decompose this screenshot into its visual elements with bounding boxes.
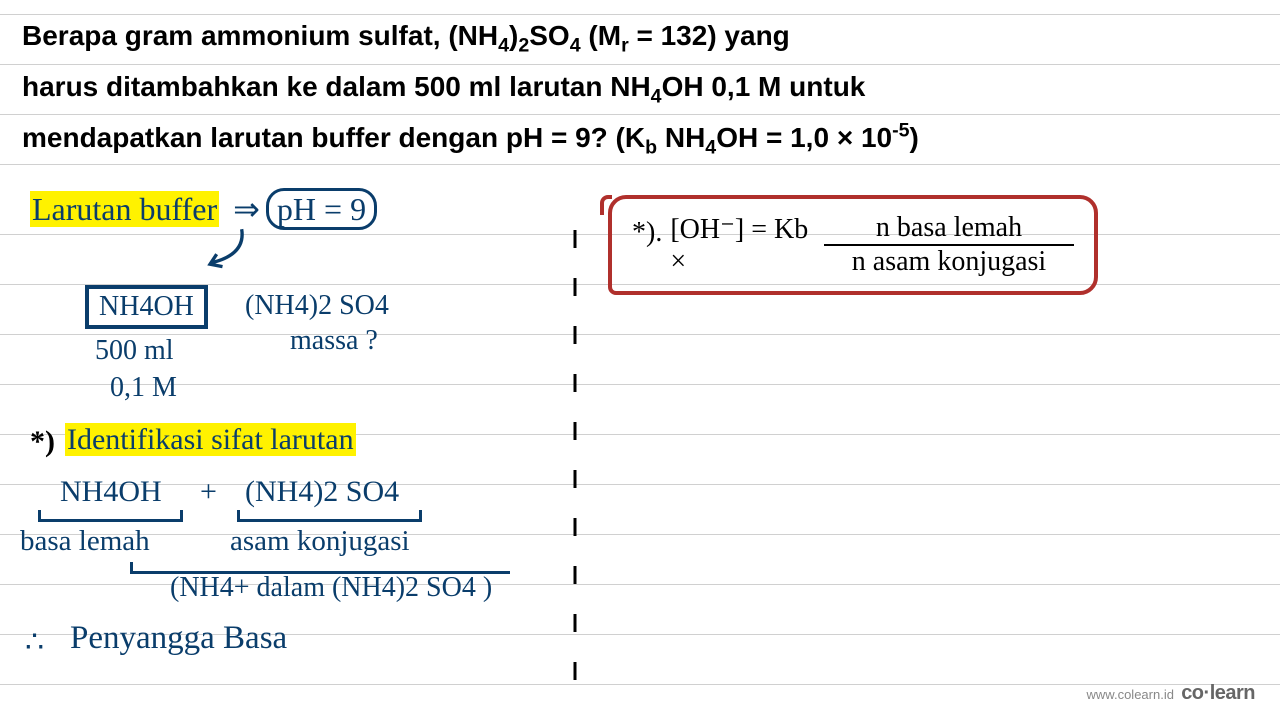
q-sub3: 4	[570, 35, 581, 57]
hw-eq-left: NH4OH	[60, 475, 162, 509]
q-l1-mid2: SO	[529, 20, 569, 51]
watermark: www.colearn.id co·learn	[1087, 682, 1255, 705]
q-l3-mid: NH	[657, 122, 705, 153]
question-text: Berapa gram ammonium sulfat, (NH4)2SO4 (…	[22, 12, 1258, 165]
hw-ph-circle: pH = 9	[266, 188, 377, 230]
hw-nh4plus: (NH4+ dalam (NH4)2 SO4 )	[170, 572, 492, 604]
formula-bullet: *).	[632, 217, 662, 249]
underbracket-nh4plus	[130, 562, 510, 574]
q-l1-mid1: )	[509, 20, 518, 51]
q-sub1: 4	[498, 35, 509, 57]
hw-bullet1: *)	[30, 425, 55, 459]
hw-buffer-highlight: Larutan buffer	[30, 191, 219, 227]
hw-ident: Identifikasi sifat larutan	[65, 423, 356, 457]
hw-eq-right: (NH4)2 SO4	[245, 475, 399, 509]
hw-plus: +	[200, 475, 217, 509]
q-l2-end: OH 0,1 M untuk	[662, 71, 866, 102]
q-l3-pre: mendapatkan larutan buffer dengan pH = 9…	[22, 122, 645, 153]
q-l1-end: = 132) yang	[629, 20, 790, 51]
curve-arrow-icon	[195, 225, 255, 275]
underbracket-left	[38, 510, 183, 522]
hw-ident-highlight: Identifikasi sifat larutan	[65, 423, 356, 456]
hw-vol: 500 ml	[95, 335, 174, 367]
q-l2-pre: harus ditambahkan ke dalam 500 ml laruta…	[22, 71, 651, 102]
formula-lhs: [OH⁻] = Kb ×	[670, 212, 814, 278]
hw-nh42so4: (NH4)2 SO4	[245, 290, 389, 322]
q-sub2: 2	[518, 35, 529, 57]
q-sub5: 4	[705, 136, 716, 158]
red-formula-box: *). [OH⁻] = Kb × n basa lemah n asam kon…	[608, 195, 1098, 295]
hw-buffer-line: Larutan buffer ⇒pH = 9	[30, 190, 377, 228]
hw-nh4oh-box: NH4OH	[85, 285, 208, 329]
q-sup5: -5	[892, 119, 909, 141]
hw-basa: basa lemah	[20, 525, 150, 558]
hw-asam: asam konjugasi	[230, 525, 410, 558]
red-box-tab	[600, 195, 612, 215]
hw-conc: 0,1 M	[110, 372, 177, 404]
watermark-brand: co·learn	[1181, 682, 1255, 704]
q-sub4: 4	[651, 85, 662, 107]
q-l3-end: )	[910, 122, 919, 153]
watermark-url: www.colearn.id	[1087, 687, 1174, 702]
q-subr: r	[621, 35, 629, 57]
hw-massa: massa ?	[290, 325, 378, 357]
q-l1-mid3: (M	[581, 20, 621, 51]
q-l1-pre: Berapa gram ammonium sulfat, (NH	[22, 20, 498, 51]
hw-arrow: ⇒	[233, 191, 260, 227]
q-subb: b	[645, 136, 657, 158]
underbracket-right	[237, 510, 422, 522]
hw-therefore: ∴	[25, 625, 44, 660]
hw-penyangga: Penyangga Basa	[70, 620, 287, 657]
q-l3-mid2: OH = 1,0 × 10	[716, 122, 892, 153]
formula-numerator: n basa lemah	[876, 212, 1022, 244]
formula-denominator: n asam konjugasi	[852, 246, 1046, 278]
